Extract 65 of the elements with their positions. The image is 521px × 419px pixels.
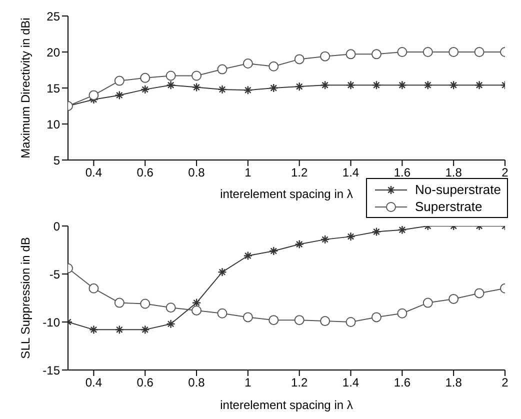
point [114,76,124,86]
point [217,64,228,74]
y-tick-label: -15 [42,363,60,378]
x-tick-label: 1.8 [445,166,462,180]
point [422,47,433,57]
point [371,49,382,60]
point [166,302,176,313]
y-tick-label: 25 [46,9,60,24]
legend-label: No-superstrate [415,182,501,197]
x-axis-title: interelement spacing in λ [220,398,353,412]
point [192,305,202,316]
point [268,61,279,72]
point [217,308,228,318]
point [422,298,433,308]
x-tick-label: 2 [502,166,509,180]
point [397,308,408,318]
point [114,298,124,308]
x-tick-label: 0.8 [188,166,206,180]
point [88,283,99,294]
x-tick-label: 0.4 [85,376,102,390]
point [448,294,459,304]
x-tick-label: 1.6 [394,376,411,390]
x-tick-label: 1.8 [445,376,462,390]
point [268,315,279,326]
point [346,317,356,327]
y-tick-label: 15 [46,81,60,96]
x-tick-label: 1.2 [291,376,308,390]
point [448,47,459,57]
y-tick-label: 5 [53,153,60,168]
point [140,72,150,83]
point [242,312,253,322]
x-tick-label: 1.4 [342,166,360,180]
x-tick-label: 1 [244,376,252,390]
point [397,47,408,57]
point [474,288,484,298]
y-tick-label: -10 [42,315,60,330]
y-tick-label: 10 [46,117,60,132]
point [320,51,330,62]
x-tick-label: 0.4 [85,166,102,180]
x-tick-label: 2 [502,376,509,390]
point [140,298,150,309]
legend-label: Superstrate [415,199,482,214]
x-tick-label: 1.2 [291,166,308,180]
point [88,90,99,100]
x-tick-label: 0.8 [188,376,206,390]
x-tick-label: 1.6 [394,166,411,180]
x-tick-label: 1.4 [342,376,360,390]
y-axis-title: Maximum Directivity in dBi [18,18,32,158]
point [371,312,382,322]
point [320,316,330,326]
point [242,58,253,69]
point [346,49,356,60]
y-tick-label: 20 [46,45,60,60]
point [294,315,304,326]
x-tick-label: 0.6 [136,376,154,390]
x-axis-title: interelement spacing in λ [220,187,353,201]
point [166,70,176,81]
y-axis-title: SLL Suppression in dB [18,237,32,359]
x-tick-label: 1 [244,166,252,180]
y-tick-label: 0 [53,219,60,234]
point [192,70,202,81]
point [294,54,304,64]
point [474,47,484,57]
x-tick-label: 0.6 [136,166,154,180]
y-tick-label: -5 [49,267,60,282]
